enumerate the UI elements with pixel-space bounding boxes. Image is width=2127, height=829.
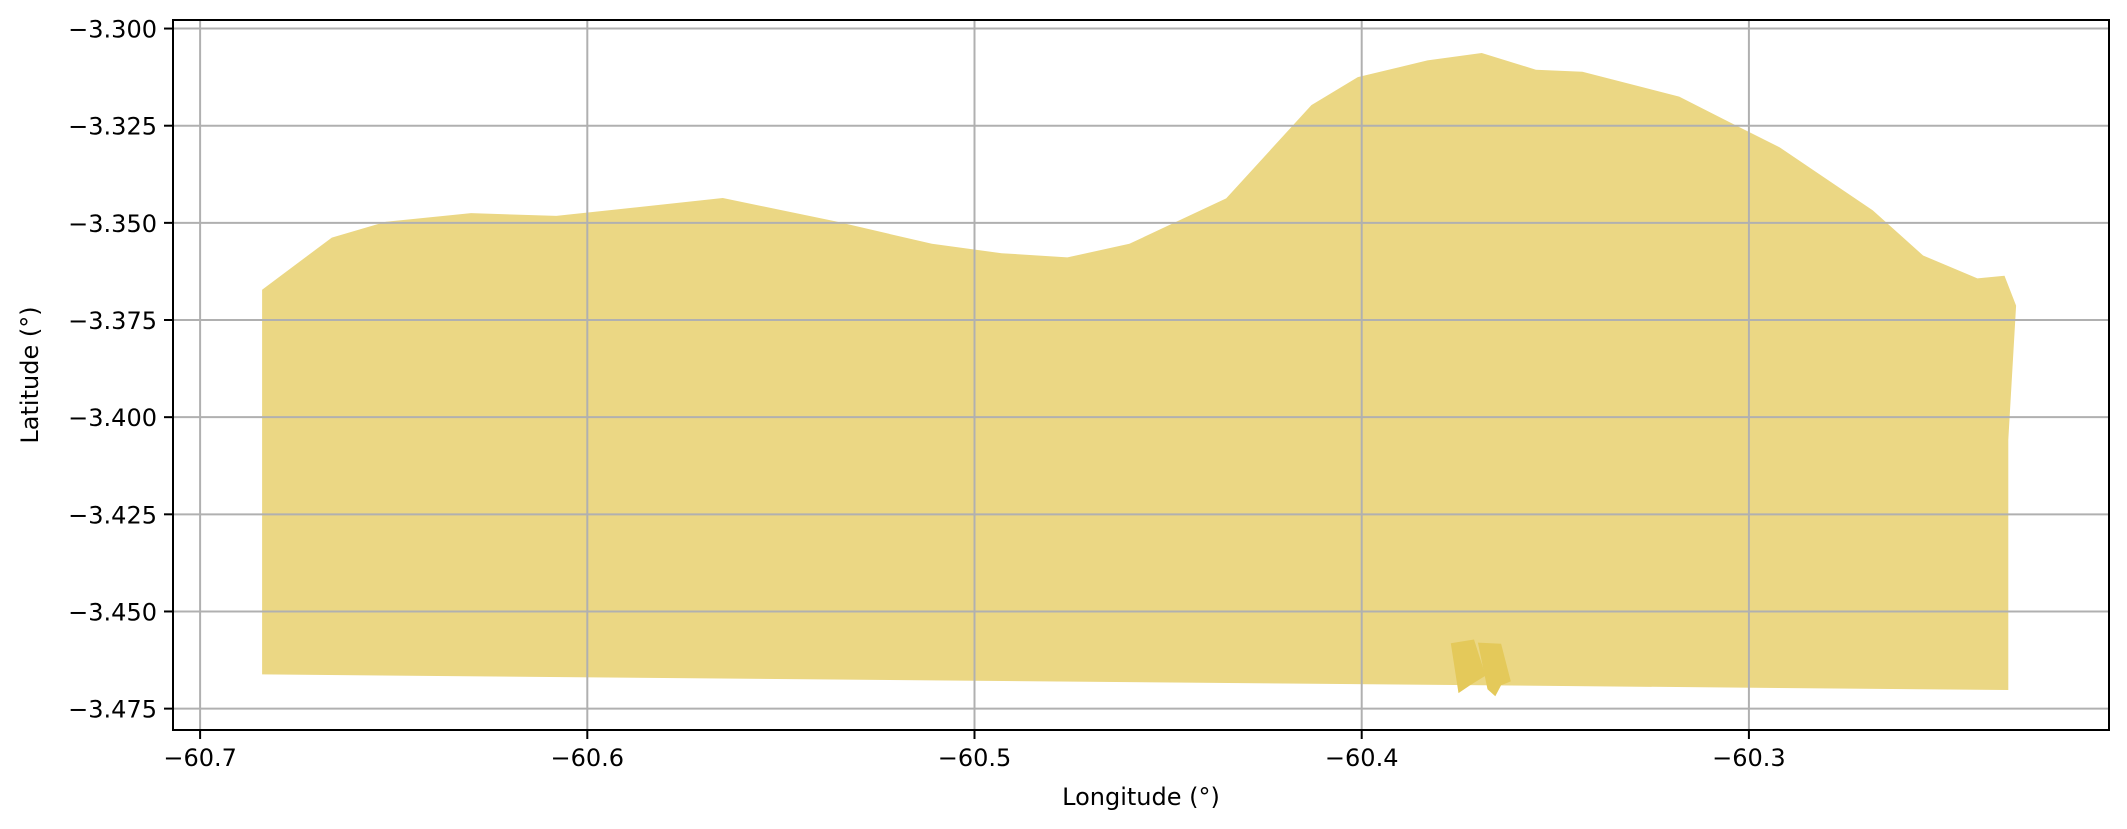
y-tick-label: −3.350 bbox=[68, 210, 157, 238]
y-tick-label: −3.475 bbox=[68, 696, 157, 724]
region-small-1 bbox=[1450, 639, 1486, 694]
y-tick-label: −3.425 bbox=[68, 501, 157, 529]
region-small-2 bbox=[1477, 642, 1511, 697]
regions-layer bbox=[262, 53, 2017, 697]
x-tick-label: −60.7 bbox=[163, 744, 237, 772]
y-axis-label: Latitude (°) bbox=[16, 306, 44, 443]
y-tick-label: −3.300 bbox=[68, 16, 157, 44]
x-tick-label: −60.6 bbox=[551, 744, 625, 772]
y-tick-label: −3.400 bbox=[68, 404, 157, 432]
x-axis-label: Longitude (°) bbox=[1062, 783, 1220, 811]
region-main bbox=[262, 53, 2017, 690]
y-tick-label: −3.325 bbox=[68, 113, 157, 141]
x-tick-label: −60.4 bbox=[1325, 744, 1399, 772]
x-tick-label: −60.3 bbox=[1712, 744, 1786, 772]
plot-frame bbox=[172, 19, 2110, 731]
y-tick-label: −3.450 bbox=[68, 598, 157, 626]
y-tick-label: −3.375 bbox=[68, 307, 157, 335]
x-tick-label: −60.5 bbox=[938, 744, 1012, 772]
ticks-layer: −60.7 −60.6 −60.5 −60.4 −60.3 −3.300 −3.325 −3.… bbox=[68, 16, 1786, 772]
grid-layer bbox=[173, 20, 2109, 730]
